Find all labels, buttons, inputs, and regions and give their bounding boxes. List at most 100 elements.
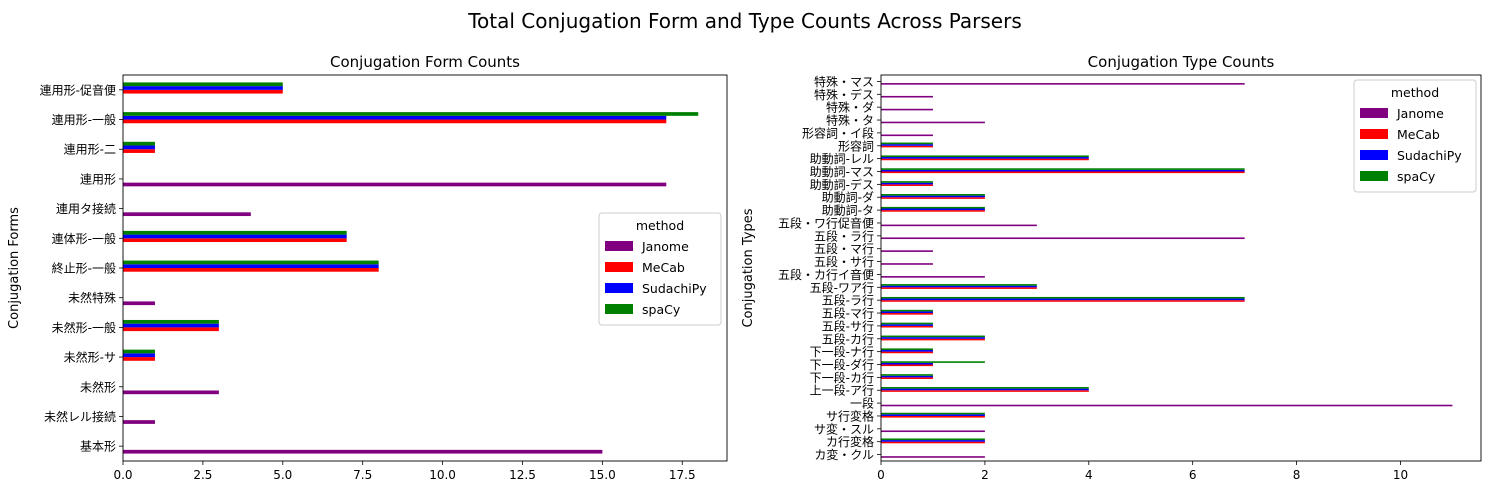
bar-janome-7: [123, 301, 155, 306]
y-tick-label: 助動詞-ダ: [822, 190, 874, 205]
bar-mecab-16: [881, 287, 1037, 289]
bar-janome-15: [881, 276, 985, 278]
bar-sudachipy-18: [881, 311, 933, 314]
y-tick-label: 下一段-カ行: [810, 370, 874, 385]
bar-mecab-9: [123, 357, 155, 361]
legend: method Janome MeCab SudachiPy spaCy: [598, 212, 722, 326]
y-tick-label: 一段: [850, 396, 874, 411]
x-tick-label: 8: [1293, 468, 1301, 482]
bar-mecab-8: [881, 184, 933, 186]
bar-janome-11: [881, 224, 1037, 227]
y-tick-label: 連用形: [80, 172, 116, 186]
bar-mecab-5: [123, 238, 347, 243]
bar-mecab-8: [123, 327, 219, 332]
y-tick-label: 特殊・デス: [814, 87, 874, 102]
y-tick-label: 未然特殊: [68, 290, 116, 305]
x-tick-label: 12.5: [509, 468, 536, 482]
y-tick-label: 五段-マ行: [822, 306, 874, 321]
y-tick-label: 五段・サ行: [814, 254, 874, 269]
bar-mecab-21: [881, 351, 933, 354]
bar-sudachipy-5: [881, 144, 933, 146]
bar-mecab-20: [881, 338, 985, 341]
bar-sudachipy-24: [881, 388, 1089, 391]
bar-sudachipy-23: [881, 375, 933, 378]
y-tick-label: 特殊・マス: [814, 74, 874, 89]
legend-swatch-sudachipy: [605, 283, 633, 293]
bar-sudachipy-9: [123, 353, 155, 358]
y-tick-label: 助動詞-レル: [810, 152, 874, 166]
y-tick-label: カ変・クル: [814, 447, 874, 462]
bar-mecab-26: [881, 415, 985, 418]
legend-swatch-janome: [1360, 108, 1388, 118]
bar-sudachipy-26: [881, 414, 985, 416]
bar-sudachipy-5: [123, 234, 347, 239]
bar-spacy-5: [123, 230, 347, 235]
bar-janome-12: [123, 449, 603, 454]
bar-spacy-7: [881, 168, 1245, 170]
bar-janome-14: [881, 263, 933, 265]
bar-mecab-9: [881, 197, 985, 199]
y-tick-label: 下一段-ダ行: [810, 357, 874, 372]
bar-janome-12: [881, 237, 1245, 240]
y-tick-label: 五段・ワ行促音便: [778, 215, 874, 230]
bar-spacy-8: [123, 319, 219, 324]
bar-mecab-2: [123, 149, 155, 153]
panel-title: Conjugation Type Counts: [1088, 53, 1275, 71]
y-tick-label: 連体形-一般: [52, 231, 116, 246]
bar-sudachipy-1: [123, 115, 667, 120]
legend-swatch-mecab: [605, 262, 633, 272]
figure-suptitle: Total Conjugation Form and Type Counts A…: [467, 9, 1022, 33]
bar-spacy-26: [881, 412, 985, 415]
bar-spacy-1: [123, 112, 699, 116]
legend: method Janome MeCab SudachiPy spaCy: [1353, 79, 1477, 193]
y-tick-label: 上一段-ア行: [810, 383, 874, 398]
legend-swatch-sudachipy: [1360, 150, 1388, 160]
bar-spacy-2: [123, 141, 155, 146]
y-tick-label: 未然形: [80, 379, 116, 394]
legend-label-janome: Janome: [1396, 106, 1444, 121]
y-tick-label: 連用形-二: [64, 143, 116, 157]
bar-janome-13: [881, 250, 933, 252]
bar-mecab-24: [881, 390, 1089, 392]
bar-mecab-18: [881, 313, 933, 315]
bar-janome-27: [881, 430, 985, 433]
y-axis-label: Conjugation Types: [741, 208, 756, 327]
x-tick-label: 0: [877, 468, 885, 482]
x-tick-label: 7.5: [353, 468, 372, 482]
bar-spacy-17: [881, 296, 1245, 299]
y-tick-label: 未然形-サ: [64, 350, 116, 365]
axes-frame: [122, 74, 728, 462]
panel-conjugation-forms: Conjugation Form Counts 連用形-促音便連用形-一般連用形-…: [7, 53, 728, 482]
bar-mecab-6: [881, 158, 1089, 161]
bar-sudachipy-16: [881, 285, 1037, 288]
bar-spacy-21: [881, 348, 933, 351]
y-tick-label: 形容詞・イ段: [802, 125, 874, 140]
legend-swatch-spacy: [605, 304, 633, 314]
bar-sudachipy-0: [123, 86, 283, 90]
bar-sudachipy-21: [881, 350, 933, 352]
legend-label-janome: Janome: [641, 239, 689, 254]
bar-janome-2: [881, 108, 933, 111]
bar-spacy-19: [881, 322, 933, 325]
x-tick-label: 2.5: [193, 468, 212, 482]
x-tick-label: 0.0: [113, 468, 132, 482]
y-tick-label: カ行変格: [826, 434, 874, 449]
x-tick-label: 4: [1085, 468, 1093, 482]
bar-janome-25: [881, 404, 1453, 407]
y-tick-label: 五段・マ行: [814, 241, 874, 256]
x-tick-label: 2: [981, 468, 989, 482]
bar-mecab-28: [881, 441, 985, 444]
bar-spacy-22: [881, 361, 985, 363]
y-axis-label: Conjugation Forms: [7, 207, 22, 329]
bar-sudachipy-8: [881, 182, 933, 185]
x-tick-label: 5.0: [273, 468, 292, 482]
x-tick-label: 15.0: [589, 468, 616, 482]
bar-spacy-24: [881, 387, 1089, 389]
bar-janome-10: [123, 390, 219, 395]
y-tick-label: サ変・スル: [814, 421, 874, 436]
y-tick-label: 五段・カ行イ音便: [778, 267, 874, 282]
y-tick-label: サ行変格: [826, 408, 874, 423]
bar-mecab-17: [881, 300, 1245, 302]
bar-sudachipy-6: [881, 157, 1089, 159]
legend-swatch-spacy: [1360, 171, 1388, 181]
